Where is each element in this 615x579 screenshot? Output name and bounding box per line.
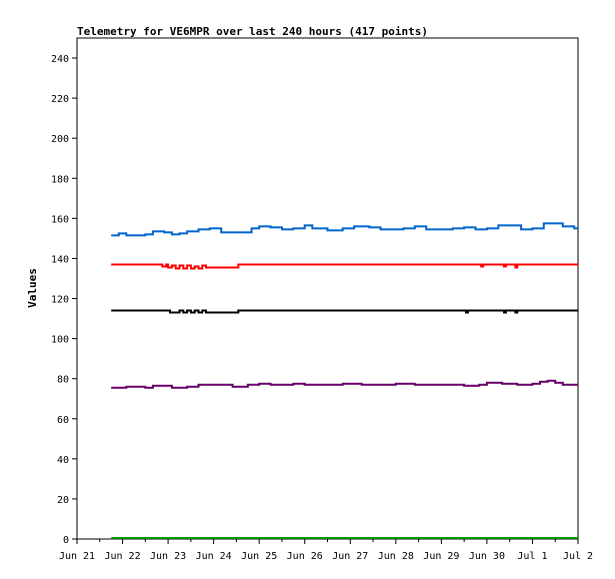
- y-tick-label: 60: [57, 415, 69, 426]
- y-tick-label: 80: [57, 375, 69, 386]
- y-tick-label: 200: [51, 134, 69, 145]
- y-tick-label: 240: [51, 54, 69, 65]
- y-tick-label: 40: [57, 455, 69, 466]
- x-tick-label: Jun 27: [332, 551, 368, 562]
- x-tick-label: Jun 24: [196, 551, 232, 562]
- y-tick-label: 20: [57, 495, 69, 506]
- series-line-2: [111, 263, 578, 270]
- chart-title: Telemetry for VE6MPR over last 240 hours…: [77, 25, 428, 38]
- y-tick-label: 120: [51, 295, 69, 306]
- series-group: [111, 222, 578, 539]
- x-tick-label: Jun 28: [378, 551, 414, 562]
- x-tick-label: Jul 2: [563, 551, 593, 562]
- y-tick-label: 0: [63, 535, 69, 546]
- y-tick-label: 220: [51, 94, 69, 105]
- x-tick-label: Jun 29: [423, 551, 459, 562]
- y-tick-label: 100: [51, 335, 69, 346]
- x-tick-label: Jun 30: [469, 551, 505, 562]
- series-line-3: [111, 309, 578, 314]
- x-tick-label: Jun 25: [241, 551, 277, 562]
- y-tick-label: 160: [51, 214, 69, 225]
- y-axis: 0 20 40 60 80 100 120 140 160 180 200 220 240: [51, 54, 77, 546]
- series-line-4: [111, 379, 578, 389]
- x-tick-label: Jul 1: [517, 551, 547, 562]
- y-tick-label: 180: [51, 174, 69, 185]
- x-axis: Jun 21 Jun 22 Jun 23 Jun 24 Jun 25 Jun 26 Jun …: [59, 539, 593, 562]
- x-tick-label: Jun 23: [150, 551, 186, 562]
- x-tick-label: Jun 21: [59, 551, 95, 562]
- x-tick-label: Jun 26: [287, 551, 323, 562]
- y-tick-label: 140: [51, 254, 69, 265]
- y-axis-label: Values: [26, 268, 39, 308]
- series-line-1: [111, 222, 578, 237]
- plot-area: [76, 37, 579, 540]
- x-tick-label: Jun 22: [104, 551, 140, 562]
